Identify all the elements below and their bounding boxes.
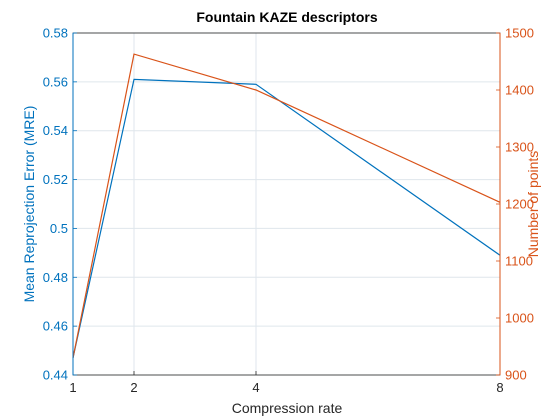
- x-tick-label: 2: [130, 380, 137, 395]
- right-tick-label: 1400: [505, 83, 534, 98]
- left-tick-label: 0.46: [43, 319, 68, 334]
- chart-title: Fountain KAZE descriptors: [196, 9, 377, 25]
- x-tick-label: 8: [496, 380, 503, 395]
- mre-series-line: [72, 78, 501, 359]
- plot-area: [72, 32, 501, 376]
- left-tick-label: 0.44: [43, 368, 68, 383]
- right-tick-label: 1500: [505, 26, 534, 41]
- x-tick-label: 4: [252, 380, 259, 395]
- axes: 1 2 4 8 0.44 0.46 0.48 0.5 0.52 0.54 0.56 0.58 900 10…: [43, 26, 534, 396]
- left-tick-label: 0.52: [43, 172, 68, 187]
- left-tick-label: 0.5: [50, 221, 68, 236]
- points-series-line: [72, 53, 501, 359]
- right-tick-label: 1000: [505, 311, 534, 326]
- x-tick-label: 1: [69, 380, 76, 395]
- right-tick-label: 1200: [505, 197, 534, 212]
- left-tick-label: 0.48: [43, 270, 68, 285]
- left-tick-label: 0.56: [43, 74, 68, 89]
- right-axis-label: Number of points: [525, 151, 541, 258]
- left-tick-label: 0.54: [43, 123, 68, 138]
- grid: [72, 32, 501, 376]
- right-tick-label: 1300: [505, 140, 534, 155]
- x-axis-label: Compression rate: [232, 400, 343, 416]
- left-tick-label: 0.58: [43, 26, 68, 41]
- right-tick-label: 1100: [505, 254, 533, 269]
- right-tick-label: 900: [505, 368, 527, 383]
- left-axis-label: Mean Reprojection Error (MRE): [21, 106, 37, 303]
- series-group: [72, 53, 501, 359]
